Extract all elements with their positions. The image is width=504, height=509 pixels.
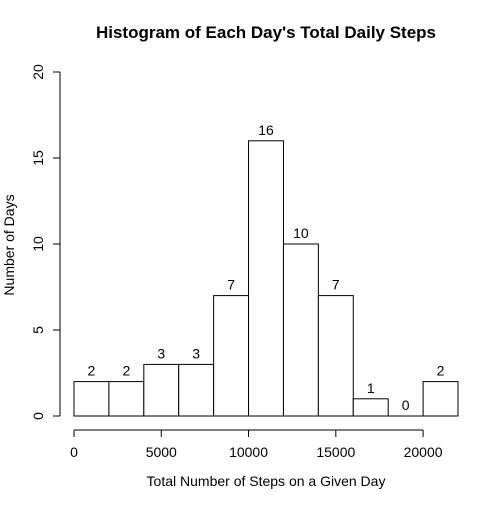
histogram-bar-10 (422, 381, 459, 417)
x-tick-label-3: 15000 (316, 444, 355, 460)
histogram-bar-6 (282, 243, 319, 417)
x-tick-label-0: 0 (70, 444, 78, 460)
y-axis: 0 5 10 15 20 (30, 64, 61, 420)
bar-count-label-7: 7 (332, 277, 340, 293)
x-tick-label-2: 10000 (229, 444, 268, 460)
x-axis-label: Total Number of Steps on a Given Day (147, 473, 386, 489)
bars-group (73, 140, 459, 417)
histogram-bar-2 (143, 363, 180, 417)
y-tick-label-3: 15 (30, 150, 46, 166)
histogram-bar-0 (73, 381, 110, 417)
histogram-bar-3 (178, 363, 215, 417)
histogram-bar-1 (108, 381, 145, 417)
histogram-bar-4 (213, 295, 250, 417)
bar-count-label-5: 16 (258, 122, 274, 138)
bar-count-label-10: 2 (437, 363, 445, 379)
y-tick-label-0: 0 (30, 412, 46, 420)
histogram-bar-8 (352, 398, 389, 417)
x-tick-label-4: 20000 (404, 444, 443, 460)
chart-title: Histogram of Each Day's Total Daily Step… (96, 23, 436, 42)
bar-count-label-3: 3 (192, 345, 200, 361)
bar-count-label-9: 0 (402, 397, 410, 413)
histogram-bar-5 (248, 140, 284, 417)
bar-count-label-4: 7 (227, 277, 235, 293)
x-axis: 0 5000 10000 15000 20000 (70, 429, 443, 460)
bar-count-label-1: 2 (122, 363, 130, 379)
bar-count-label-8: 1 (367, 380, 375, 396)
y-tick-label-2: 10 (30, 236, 46, 252)
y-tick-label-1: 5 (30, 326, 46, 334)
bar-count-label-6: 10 (293, 225, 309, 241)
y-tick-label-4: 20 (30, 64, 46, 80)
y-axis-label: Number of Days (1, 194, 17, 295)
bar-count-label-0: 2 (88, 363, 96, 379)
x-tick-label-1: 5000 (146, 444, 177, 460)
histogram-bar-7 (317, 295, 354, 417)
bar-count-label-2: 3 (157, 345, 165, 361)
